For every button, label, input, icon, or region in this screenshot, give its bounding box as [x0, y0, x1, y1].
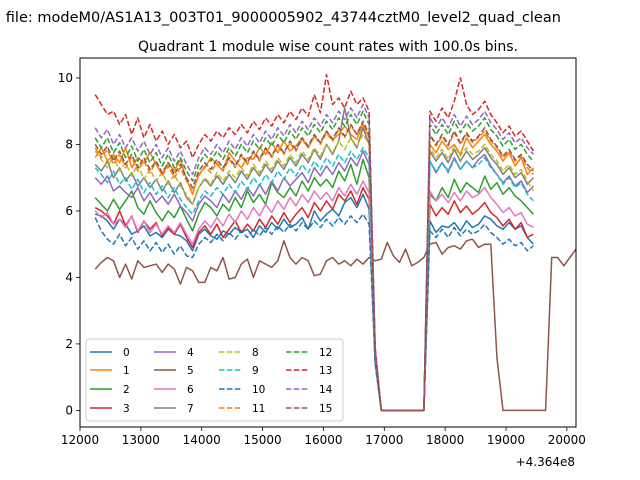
x-axis: 12000 13000 14000 15000 16000 17000 18000 19000… — [61, 427, 586, 447]
series-line-3 — [94, 186, 534, 412]
x-tick-label: 18000 — [426, 433, 464, 447]
series-line-10 — [94, 213, 534, 412]
legend-label-12: 12 — [319, 347, 332, 359]
series-line-2 — [94, 158, 534, 412]
series-line-12 — [94, 110, 534, 412]
series-line-9 — [94, 147, 534, 412]
axes-frame — [79, 57, 577, 428]
legend-box — [85, 338, 344, 422]
series-line-14 — [94, 103, 534, 412]
y-tick-label: 6 — [65, 204, 73, 218]
legend-label-2: 2 — [123, 384, 130, 396]
series-line-13 — [94, 73, 535, 412]
x-tick-label: 12000 — [61, 433, 99, 447]
legend-label-1: 1 — [123, 365, 130, 377]
x-tick-label: 15000 — [243, 433, 281, 447]
x-offset-label: +4.364e8 — [516, 455, 575, 469]
figure-title: n file: modeM0/AS1A13_003T01_9000005902_… — [0, 10, 561, 26]
series-line-0 — [94, 193, 534, 412]
series-line-11 — [94, 122, 534, 412]
x-tick-label: 17000 — [365, 433, 403, 447]
legend-label-6: 6 — [187, 384, 194, 396]
legend-label-5: 5 — [187, 365, 194, 377]
legend-label-8: 8 — [252, 347, 259, 359]
x-tick-label: 13000 — [122, 433, 160, 447]
y-tick-label: 4 — [65, 270, 73, 284]
series-lines — [94, 73, 576, 412]
legend-label-4: 4 — [187, 347, 194, 359]
legend-label-7: 7 — [187, 403, 194, 415]
y-tick-label: 8 — [65, 137, 73, 151]
series-line-8 — [94, 133, 535, 412]
legend-label-14: 14 — [319, 384, 333, 396]
plot-area — [79, 57, 577, 428]
x-tick-label: 20000 — [548, 433, 586, 447]
legend-label-13: 13 — [319, 365, 332, 377]
y-axis: 0 2 4 6 8 10 — [58, 71, 80, 417]
x-tick-label: 19000 — [487, 433, 525, 447]
series-line-6 — [94, 180, 534, 412]
legend-label-11: 11 — [252, 403, 265, 415]
y-tick-label: 2 — [65, 337, 73, 351]
x-tick-label: 14000 — [183, 433, 221, 447]
chart-title: Quadrant 1 module wise count rates with … — [138, 39, 518, 55]
x-tick-label: 16000 — [304, 433, 342, 447]
series-line-15 — [94, 120, 534, 412]
y-tick-label: 0 — [65, 403, 73, 417]
series-line-5 — [94, 238, 576, 412]
legend-label-3: 3 — [123, 403, 130, 415]
legend-label-10: 10 — [252, 384, 265, 396]
legend-label-9: 9 — [252, 365, 259, 377]
y-tick-label: 10 — [58, 71, 73, 85]
legend-label-0: 0 — [123, 347, 130, 359]
legend-label-15: 15 — [319, 403, 332, 415]
